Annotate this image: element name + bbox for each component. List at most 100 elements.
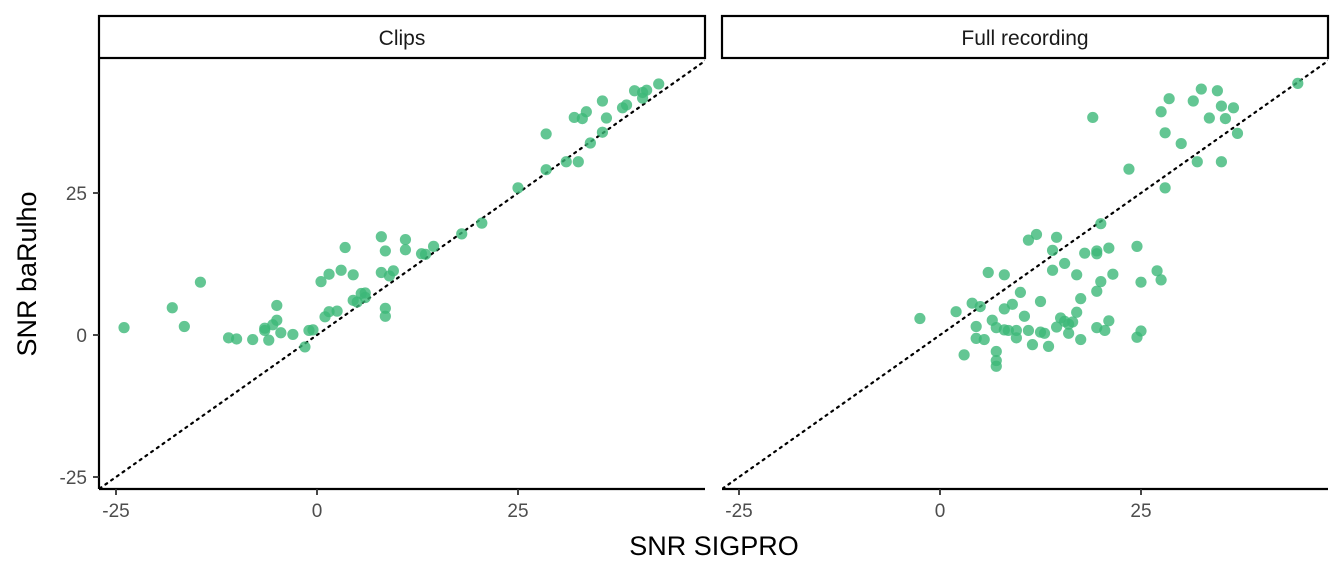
data-point — [584, 137, 596, 149]
data-point — [620, 99, 633, 111]
data-point — [1002, 324, 1014, 337]
data-point — [1099, 324, 1111, 337]
x-tick-label: 0 — [312, 501, 323, 522]
identity-line — [99, 59, 705, 489]
data-point — [315, 276, 327, 288]
data-point — [379, 310, 391, 322]
data-point — [970, 320, 982, 333]
data-point — [1030, 228, 1043, 241]
data-point — [263, 334, 275, 346]
data-point — [974, 301, 986, 313]
data-point — [1042, 340, 1055, 352]
data-point — [375, 231, 387, 243]
data-point — [1163, 93, 1175, 105]
points-group — [914, 77, 1304, 372]
data-point — [1103, 242, 1115, 254]
data-point — [1095, 276, 1107, 288]
data-point — [271, 299, 283, 312]
data-point — [1034, 295, 1047, 308]
data-point — [1095, 218, 1107, 230]
data-point — [231, 333, 243, 345]
data-point — [1135, 276, 1147, 288]
x-tick-label: -25 — [725, 501, 752, 522]
data-point — [1219, 112, 1232, 125]
data-point — [247, 333, 259, 346]
data-point — [1059, 257, 1071, 270]
strip-box — [97, 14, 707, 60]
data-point — [982, 266, 994, 279]
data-point — [387, 265, 399, 277]
y-axis-title: SNR baRulho — [12, 191, 42, 356]
data-point — [1135, 325, 1147, 337]
points-group — [118, 78, 665, 353]
data-point — [600, 112, 613, 124]
x-tick-label: 25 — [507, 501, 528, 522]
data-point — [347, 269, 359, 281]
strip-label: Full recording — [961, 27, 1088, 50]
data-point — [1091, 245, 1103, 257]
data-point — [259, 324, 271, 337]
data-point — [958, 349, 970, 361]
data-point — [275, 327, 287, 339]
data-point — [1215, 156, 1227, 168]
data-point — [1195, 83, 1207, 95]
data-point — [118, 322, 130, 334]
data-point — [1227, 102, 1240, 114]
data-point — [1014, 286, 1026, 298]
data-point — [641, 84, 653, 96]
data-point — [990, 345, 1002, 358]
data-point — [1071, 306, 1083, 318]
data-point — [1159, 127, 1171, 139]
data-point — [307, 324, 319, 336]
data-point — [1022, 324, 1035, 337]
y-tick-label: -25 — [60, 468, 87, 489]
data-point — [299, 341, 311, 353]
strip-box — [720, 14, 1330, 60]
x-tick-label: -25 — [102, 501, 129, 522]
data-point — [596, 95, 609, 107]
data-point — [271, 314, 283, 326]
data-point — [1087, 111, 1099, 124]
data-point — [990, 360, 1002, 372]
data-point — [1191, 156, 1203, 168]
data-point — [323, 268, 335, 280]
data-point — [1123, 163, 1135, 175]
panel-clips: Clips -25 0 25 -25 0 25 — [60, 14, 707, 522]
data-point — [427, 240, 440, 252]
data-point — [1071, 269, 1083, 281]
axis-titles: SNR SIGPRO SNR baRulho — [12, 191, 799, 561]
data-point — [331, 305, 343, 317]
data-point — [1103, 315, 1115, 327]
data-point — [512, 182, 524, 194]
data-point — [359, 291, 371, 304]
data-point — [419, 248, 432, 260]
data-point — [1187, 95, 1199, 107]
data-point — [178, 320, 190, 333]
data-point — [1050, 231, 1063, 243]
data-point — [1292, 77, 1304, 89]
data-point — [978, 333, 990, 346]
data-point — [1026, 339, 1039, 351]
data-point — [1211, 85, 1223, 97]
data-point — [1006, 298, 1018, 310]
data-point — [1046, 244, 1059, 256]
data-point — [379, 245, 391, 257]
data-point — [560, 156, 572, 168]
data-point — [914, 312, 926, 325]
identity-line — [722, 59, 1328, 489]
data-point — [572, 156, 584, 168]
data-point — [1050, 321, 1063, 333]
x-axis-title: SNR SIGPRO — [629, 531, 799, 561]
data-point — [1155, 106, 1167, 118]
data-point — [1046, 264, 1059, 276]
data-point — [323, 306, 335, 318]
data-point — [399, 233, 412, 246]
data-point — [1203, 112, 1215, 124]
strip-label: Clips — [379, 27, 426, 50]
data-point — [1159, 182, 1171, 194]
data-point — [998, 269, 1010, 281]
data-point — [653, 78, 665, 90]
data-point — [379, 302, 391, 314]
data-point — [1155, 274, 1167, 286]
data-point — [1151, 265, 1163, 277]
